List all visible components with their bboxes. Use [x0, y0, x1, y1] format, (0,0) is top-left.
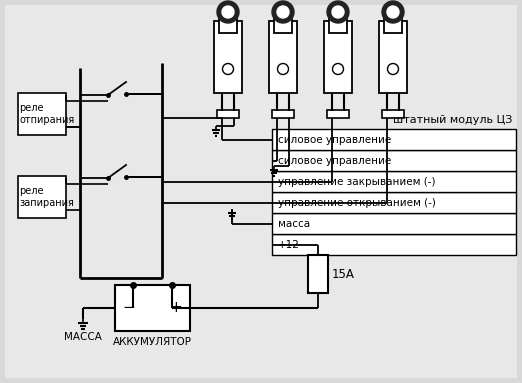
Text: управление закрыванием (-): управление закрыванием (-) — [278, 177, 435, 187]
Bar — [274, 15, 292, 33]
Text: отпирания: отпирания — [19, 115, 74, 125]
Bar — [384, 15, 402, 33]
Circle shape — [278, 64, 289, 75]
Text: запирания: запирания — [19, 198, 74, 208]
Circle shape — [327, 1, 349, 23]
Bar — [272, 110, 294, 118]
Bar — [272, 171, 516, 192]
Text: −: − — [123, 301, 135, 316]
Circle shape — [217, 1, 239, 23]
Text: реле: реле — [19, 186, 43, 196]
Circle shape — [272, 1, 294, 23]
Circle shape — [387, 64, 398, 75]
Bar — [329, 15, 347, 33]
Text: АККУМУЛЯТОР: АККУМУЛЯТОР — [113, 337, 192, 347]
Bar — [214, 21, 242, 93]
Text: управление открыванием (-): управление открыванием (-) — [278, 198, 436, 208]
Circle shape — [333, 64, 343, 75]
Text: +: + — [170, 301, 182, 316]
Circle shape — [222, 64, 233, 75]
Text: 15А: 15А — [332, 267, 355, 280]
Text: штатный модуль ЦЗ: штатный модуль ЦЗ — [393, 115, 512, 125]
Text: силовое управление: силовое управление — [278, 134, 392, 144]
Bar — [217, 110, 239, 118]
Bar — [272, 234, 516, 255]
Text: +12: +12 — [278, 239, 300, 249]
Bar — [382, 110, 404, 118]
Text: МАССА: МАССА — [64, 332, 102, 342]
Circle shape — [222, 6, 234, 18]
Bar — [324, 21, 352, 93]
Bar — [272, 192, 516, 213]
Bar — [18, 176, 66, 218]
Circle shape — [277, 6, 289, 18]
Bar — [272, 213, 516, 234]
Text: масса: масса — [278, 218, 310, 229]
Bar — [272, 150, 516, 171]
Bar — [272, 129, 516, 150]
Circle shape — [332, 6, 344, 18]
Bar — [308, 255, 328, 293]
Bar — [379, 21, 407, 93]
Text: силовое управление: силовое управление — [278, 155, 392, 165]
Circle shape — [387, 6, 399, 18]
Bar — [269, 21, 297, 93]
Bar — [115, 285, 190, 331]
Text: реле: реле — [19, 103, 43, 113]
Bar — [18, 93, 66, 135]
Bar — [219, 15, 237, 33]
Bar — [327, 110, 349, 118]
Circle shape — [382, 1, 404, 23]
